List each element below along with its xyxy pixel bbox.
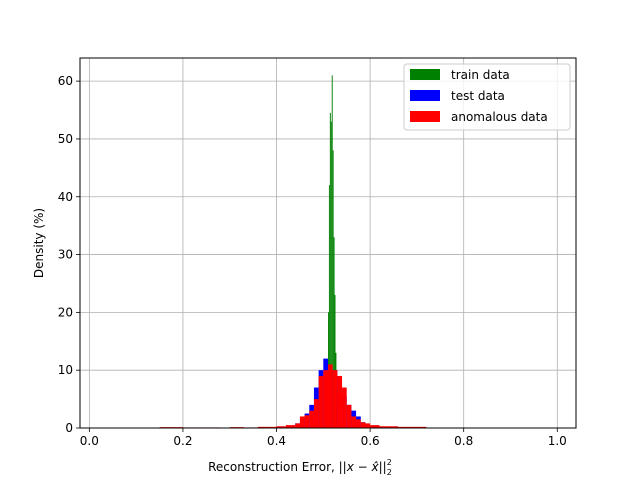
histogram-bar: [318, 375, 324, 428]
histogram-bar: [295, 423, 300, 428]
y-tick-label: 50: [58, 132, 73, 146]
y-tick-label: 40: [58, 190, 73, 204]
histogram-bar: [342, 387, 347, 428]
histogram-bar: [331, 75, 333, 428]
x-tick-label: 0.8: [454, 434, 473, 448]
histogram-bar: [379, 426, 399, 428]
series-2: [159, 364, 427, 428]
legend-label: train data: [451, 68, 510, 82]
histogram-bar: [356, 419, 361, 428]
histogram-bar: [398, 426, 427, 428]
x-axis-label: Reconstruction Error, ||x − x̂||22: [208, 458, 392, 477]
x-tick-label: 0.2: [173, 434, 192, 448]
x-axis-ticks: 0.0 0.2 0.4 0.6 0.8 1.0: [80, 428, 567, 448]
histogram-bar: [328, 185, 330, 428]
histogram-bar: [332, 150, 334, 428]
legend-swatch: [410, 69, 440, 80]
legend-swatch: [410, 90, 440, 101]
histogram-bar: [333, 237, 335, 428]
x-tick-label: 0.0: [80, 434, 99, 448]
histogram-bar: [313, 399, 319, 428]
histogram-bar: [332, 370, 338, 428]
y-axis-ticks: 0 10 20 30 40 50 60: [58, 74, 80, 435]
legend-label: anomalous data: [451, 110, 548, 124]
histogram-bar: [346, 404, 352, 428]
histogram-bar: [328, 364, 333, 428]
y-tick-label: 0: [65, 421, 73, 435]
histogram-bar: [360, 422, 366, 428]
histogram-bar: [351, 416, 357, 428]
histogram-bar: [299, 416, 305, 428]
grid: [80, 58, 576, 429]
histogram-bar: [323, 370, 328, 428]
x-tick-label: 1.0: [548, 434, 567, 448]
histogram-bar: [370, 425, 380, 428]
y-axis-label: Density (%): [32, 208, 46, 278]
legend-box: [403, 63, 571, 131]
histogram-bar: [330, 121, 332, 428]
x-tick-label: 0.6: [361, 434, 380, 448]
legend-swatch: [410, 111, 440, 122]
x-tick-label: 0.4: [267, 434, 286, 448]
y-tick-label: 20: [58, 305, 73, 319]
histogram-bar: [257, 426, 277, 428]
histogram-bar: [365, 423, 371, 428]
histogram-bar: [285, 425, 296, 428]
histogram-bar: [304, 415, 310, 428]
histogram-bar: [337, 375, 343, 428]
legend-label: test data: [451, 89, 505, 103]
histogram-bar: [334, 295, 336, 428]
y-tick-label: 30: [58, 248, 73, 262]
y-tick-label: 60: [58, 74, 73, 88]
histogram-bar: [309, 410, 314, 428]
histogram-bars: [159, 75, 427, 428]
histogram-bar: [329, 112, 331, 428]
y-tick-label: 10: [58, 363, 73, 377]
legend: train data test data anomalous data: [403, 63, 571, 131]
axes-frame: [79, 57, 577, 429]
histogram-bar: [276, 426, 286, 428]
